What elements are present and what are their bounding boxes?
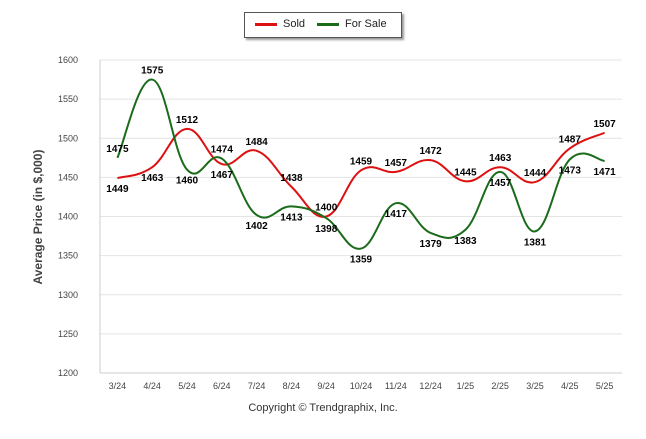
legend-swatch-for-sale <box>317 22 339 26</box>
x-tick-label: 7/24 <box>248 381 266 391</box>
data-label-for-sale: 1575 <box>141 66 164 77</box>
data-label-for-sale: 1402 <box>245 221 268 232</box>
y-tick-label: 1450 <box>58 172 78 182</box>
data-label-sold: 1444 <box>524 168 547 179</box>
x-tick-label: 6/24 <box>213 381 231 391</box>
x-tick-label: 3/25 <box>526 381 544 391</box>
data-label-sold: 1459 <box>350 156 373 167</box>
data-label-for-sale: 1471 <box>593 167 616 178</box>
data-label-sold: 1484 <box>245 137 268 148</box>
legend-swatch-sold <box>255 22 277 26</box>
y-tick-label: 1400 <box>58 212 78 222</box>
x-tick-label: 3/24 <box>109 381 127 391</box>
x-tick-label: 8/24 <box>283 381 301 391</box>
y-tick-label: 1350 <box>58 251 78 261</box>
data-label-sold: 1457 <box>385 158 408 169</box>
data-label-sold: 1449 <box>106 184 129 195</box>
x-tick-label: 12/24 <box>419 381 442 391</box>
y-axis-title: Average Price (in $,000) <box>31 150 45 285</box>
copyright-text: Copyright © Trendgraphix, Inc. <box>248 402 398 414</box>
x-tick-label: 10/24 <box>350 381 373 391</box>
y-tick-label: 1600 <box>58 55 78 65</box>
data-label-for-sale: 1417 <box>385 209 408 220</box>
data-label-for-sale: 1383 <box>454 236 477 247</box>
x-tick-label: 4/24 <box>143 381 161 391</box>
y-tick-label: 1500 <box>58 133 78 143</box>
data-label-for-sale: 1381 <box>524 237 547 248</box>
data-label-for-sale: 1473 <box>559 165 582 176</box>
x-tick-label: 4/25 <box>561 381 579 391</box>
y-tick-label: 1200 <box>58 368 78 378</box>
x-tick-label: 9/24 <box>317 381 335 391</box>
data-label-for-sale: 1379 <box>419 239 442 250</box>
data-label-sold: 1463 <box>141 173 164 184</box>
series-line-for-sale <box>116 78 605 250</box>
legend: Sold For Sale <box>244 12 402 38</box>
legend-item-for-sale[interactable]: For Sale <box>317 18 387 30</box>
data-label-sold: 1487 <box>559 134 582 145</box>
x-tick-label: 2/25 <box>491 381 509 391</box>
x-tick-label: 5/24 <box>178 381 196 391</box>
data-label-for-sale: 1359 <box>350 255 373 266</box>
y-tick-label: 1550 <box>58 94 78 104</box>
series-line-sold <box>117 127 606 218</box>
legend-label-sold: Sold <box>283 18 306 30</box>
data-label-sold: 1400 <box>315 203 338 214</box>
y-tick-label: 1300 <box>58 290 78 300</box>
x-tick-label: 11/24 <box>385 381 407 391</box>
x-tick-label: 1/25 <box>457 381 475 391</box>
y-tick-label: 1250 <box>58 329 78 339</box>
data-label-sold: 1507 <box>593 119 616 130</box>
x-tick-label: 5/25 <box>596 381 614 391</box>
data-label-sold: 1463 <box>489 153 512 164</box>
data-label-sold: 1512 <box>176 115 199 126</box>
data-label-for-sale: 1474 <box>211 145 234 156</box>
data-label-for-sale: 1398 <box>315 224 338 235</box>
data-label-for-sale: 1413 <box>280 212 303 223</box>
legend-item-sold[interactable]: Sold <box>255 18 305 30</box>
data-label-sold: 1445 <box>454 167 477 178</box>
data-label-for-sale: 1460 <box>176 176 199 187</box>
data-label-sold: 1472 <box>419 146 442 157</box>
data-label-sold: 1438 <box>280 173 303 184</box>
legend-label-for-sale: For Sale <box>345 18 387 30</box>
data-label-sold: 1467 <box>211 170 234 181</box>
data-label-for-sale: 1457 <box>489 178 512 189</box>
data-label-for-sale: 1475 <box>106 144 129 155</box>
